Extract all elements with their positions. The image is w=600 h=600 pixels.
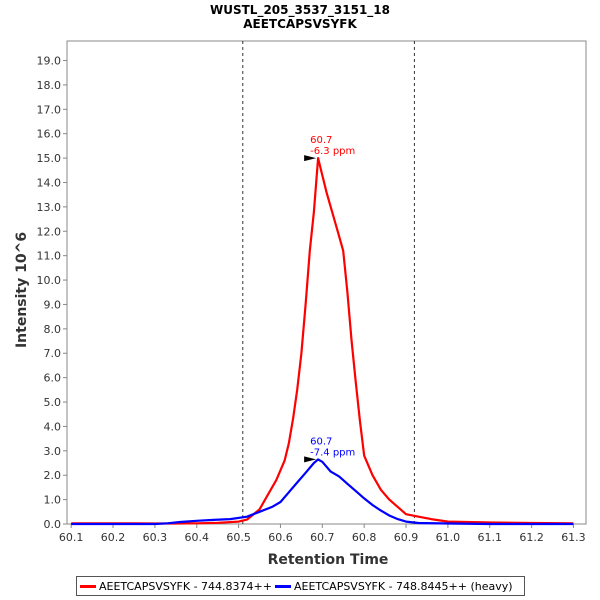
x-tick-label: 60.8	[352, 531, 377, 544]
chromatogram-chart: WUSTL_205_3537_3151_18 AEETCAPSVSYFK 0.0…	[14, 3, 587, 568]
y-tick-label: 15.0	[37, 152, 62, 165]
integration-boundaries	[242, 41, 415, 524]
y-tick-label: 0.0	[44, 518, 62, 531]
y-tick-label: 8.0	[44, 323, 62, 336]
series-layer	[71, 157, 574, 526]
chart-subtitle: AEETCAPSVSYFK	[243, 17, 357, 31]
legend: AEETCAPSVSYFK - 744.8374++ AEETCAPSVSYFK…	[76, 576, 525, 596]
peak-label-rt: 60.7	[310, 135, 332, 146]
x-tick-label: 60.5	[226, 531, 251, 544]
y-tick-label: 16.0	[37, 128, 62, 141]
y-tick-label: 12.0	[37, 225, 62, 238]
x-tick-label: 60.7	[310, 531, 335, 544]
plot-area	[66, 40, 587, 525]
peak-label-ppm: -7.4 ppm	[310, 447, 355, 458]
legend-label-heavy: AEETCAPSVSYFK - 748.8445++ (heavy)	[293, 579, 513, 593]
legend-swatch-light	[80, 584, 96, 588]
x-axis-ticks: 60.1 60.2 60.3 60.4 60.5 60.6 60.7 60.8 60.9 61.0…	[59, 524, 586, 544]
legend-swatch-heavy	[274, 584, 291, 588]
x-tick-label: 60.9	[394, 531, 419, 544]
x-axis-title: Retention Time	[268, 552, 389, 568]
x-tick-label: 60.4	[185, 531, 210, 544]
x-tick-label: 60.3	[143, 531, 168, 544]
y-tick-label: 18.0	[37, 79, 62, 92]
peak-marker-arrow	[304, 456, 317, 463]
x-tick-label: 61.3	[561, 531, 586, 544]
y-tick-label: 13.0	[37, 201, 62, 214]
y-tick-label: 3.0	[44, 445, 62, 458]
y-tick-label: 11.0	[37, 250, 62, 263]
y-tick-label: 10.0	[37, 274, 62, 287]
y-tick-label: 9.0	[44, 298, 62, 311]
x-tick-label: 61.2	[519, 531, 544, 544]
y-tick-label: 5.0	[44, 396, 62, 409]
x-tick-label: 61.0	[436, 531, 461, 544]
legend-label-light: AEETCAPSVSYFK - 744.8374++	[99, 579, 272, 593]
legend-item-light: AEETCAPSVSYFK - 744.8374++	[77, 580, 272, 593]
x-tick-label: 61.1	[477, 531, 502, 544]
series-line-heavy	[71, 458, 574, 526]
peak-marker-arrow	[304, 155, 317, 162]
y-tick-label: 6.0	[44, 372, 62, 385]
y-tick-label: 1.0	[44, 494, 62, 507]
y-tick-label: 2.0	[44, 469, 62, 482]
chart-title: WUSTL_205_3537_3151_18	[210, 3, 390, 18]
y-tick-label: 7.0	[44, 347, 62, 360]
series-line-light	[71, 157, 574, 525]
x-tick-label: 60.2	[101, 531, 126, 544]
y-tick-label: 14.0	[37, 176, 62, 189]
y-axis-ticks: 0.0 1.0 2.0 3.0 4.0 5.0 6.0 7.0 8.0 9.0 10.0 11.0 12…	[37, 55, 67, 531]
peak-label-rt: 60.7	[310, 436, 332, 447]
y-tick-label: 19.0	[37, 55, 62, 68]
y-tick-label: 4.0	[44, 420, 62, 433]
x-tick-label: 60.6	[268, 531, 293, 544]
x-tick-label: 60.1	[59, 531, 84, 544]
legend-item-heavy: AEETCAPSVSYFK - 748.8445++ (heavy)	[272, 580, 513, 593]
y-axis-title: Intensity 10^6	[14, 232, 30, 348]
y-tick-label: 17.0	[37, 103, 62, 116]
peak-label-ppm: -6.3 ppm	[310, 146, 355, 157]
